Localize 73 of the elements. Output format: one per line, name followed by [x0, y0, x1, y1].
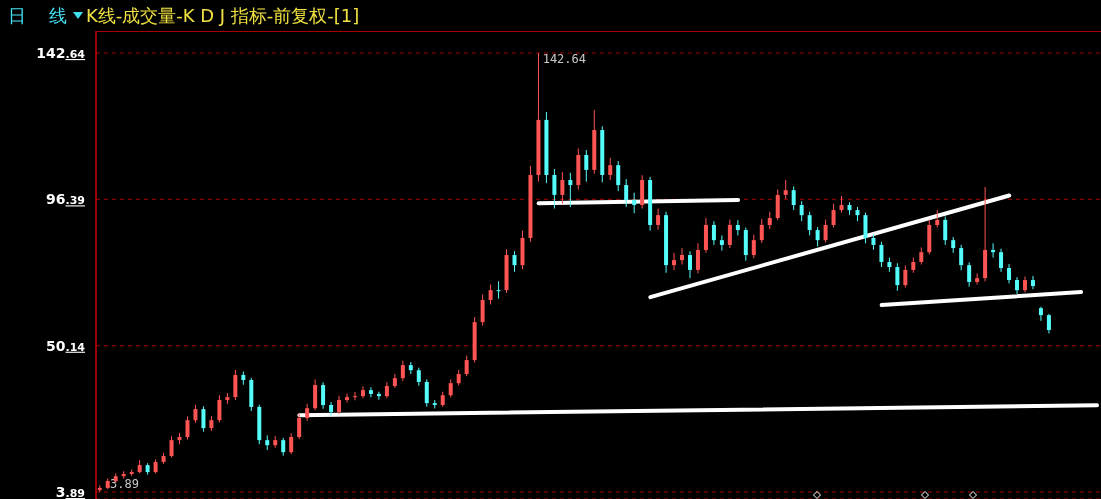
candlestick [169, 435, 174, 459]
candlestick [448, 378, 453, 398]
candlestick [695, 242, 700, 274]
candlestick [791, 185, 796, 211]
candlestick [329, 401, 334, 417]
candlestick [895, 262, 900, 292]
candlestick [424, 378, 429, 408]
chart-subtitle: K线-成交量-K D J 指标-前复权-[1] [85, 3, 360, 28]
candlestick [185, 415, 190, 441]
candlestick [975, 272, 980, 285]
candlestick [217, 394, 222, 423]
candlestick [1038, 306, 1043, 322]
candlestick [193, 404, 198, 424]
candlestick [289, 432, 294, 455]
chart-title: 日 线 [8, 3, 67, 28]
candlestick [863, 212, 868, 244]
candlestick [759, 218, 764, 244]
candlestick [943, 215, 948, 246]
candlestick [1007, 263, 1012, 285]
candlestick [735, 219, 740, 236]
candlestick [233, 369, 238, 401]
candlestick [959, 244, 964, 271]
candlestick [783, 179, 788, 200]
candlestick [552, 168, 557, 210]
candlestick [999, 248, 1004, 273]
candlestick [727, 219, 732, 249]
candlestick [352, 391, 357, 401]
y-tick-label: 142.64 [36, 45, 86, 62]
candlestick [464, 355, 469, 377]
candlestick [313, 378, 318, 411]
candlestick [297, 413, 302, 440]
candlestick [368, 386, 373, 398]
candlestick [672, 252, 677, 271]
candlestick [815, 226, 820, 247]
candlestick [560, 171, 565, 205]
candlestick [488, 283, 493, 305]
candlestick [831, 203, 836, 228]
candlestick [711, 220, 716, 246]
candlestick [480, 294, 485, 327]
candlestick [680, 247, 685, 266]
candlestick [416, 367, 421, 387]
candlestick [1030, 275, 1035, 290]
candlestick [823, 219, 828, 243]
candlestick [201, 405, 206, 433]
candlestick [337, 395, 342, 415]
candlestick [799, 200, 804, 222]
candlestick [345, 393, 350, 403]
candlestick [751, 234, 756, 259]
candlestick [321, 381, 326, 410]
candlestick [879, 241, 884, 268]
candlestick [608, 157, 613, 181]
candlestick [568, 172, 573, 208]
annotation: 142.64 [542, 52, 587, 67]
candlestick [400, 360, 405, 382]
candlestick [632, 192, 637, 214]
candlestick [616, 160, 621, 192]
candlestick [496, 280, 501, 300]
candlestick [719, 234, 724, 252]
candlestick [903, 264, 908, 289]
y-tick-label: 3.89 [55, 484, 85, 499]
candlestick [1046, 313, 1051, 335]
candlestick [807, 211, 812, 236]
candlestick [584, 149, 589, 183]
candlestick [775, 189, 780, 221]
annotation: 3.89 [109, 477, 139, 492]
y-tick-label: 50.14 [46, 337, 86, 354]
candlestick [656, 208, 661, 231]
candlestick [687, 250, 692, 279]
candlestick [512, 250, 517, 273]
candlestick [624, 178, 629, 208]
y-tick-label: 96.39 [46, 191, 85, 208]
candlestick [967, 261, 972, 288]
candlestick [360, 385, 365, 399]
